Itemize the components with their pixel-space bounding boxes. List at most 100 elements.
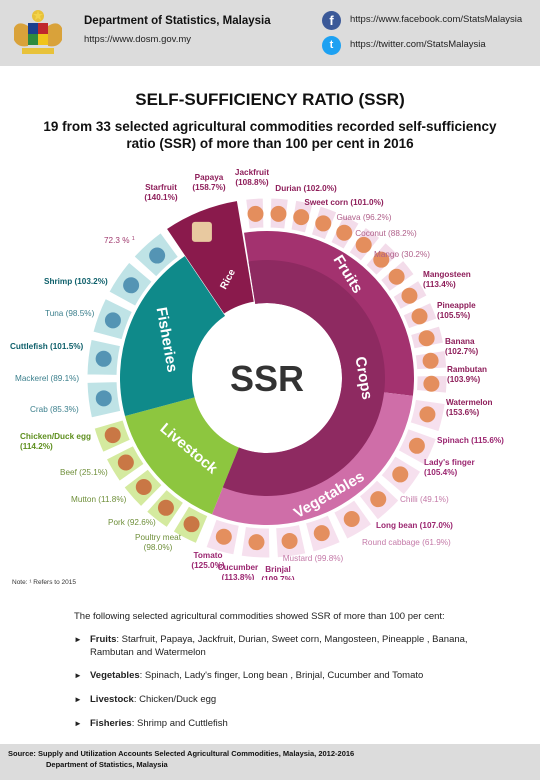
fruits-label-name: Rambutan [447, 365, 487, 374]
vegetables-label-name: Lady's finger [424, 458, 475, 467]
vegetables-item-icon [370, 491, 387, 508]
livestock-item-icon [135, 479, 152, 496]
fruits-label-item: Mangosteen(113.4%) [423, 270, 471, 289]
ssr-wheel: SSRFruitsCropsVegetablesLivestockFisheri… [10, 168, 504, 580]
fruits-item-icon [401, 287, 418, 304]
fruits-label-value: (103.9%) [447, 375, 480, 384]
summary-livestock: ► Livestock: Chicken/Duck egg [74, 694, 217, 705]
fruits-item-icon [422, 352, 439, 369]
fisheries-item-icon [95, 350, 112, 367]
livestock-item-icon [183, 516, 200, 533]
bullet-arrow-icon: ► [74, 671, 82, 680]
fruits-label-text: Sweet corn (101.0%) [304, 198, 383, 207]
vegetables-label-item: Long bean (107.0%) [376, 521, 453, 530]
coat-of-arms-logo [14, 10, 62, 54]
fruits-label-value: (108.8%) [235, 178, 268, 187]
fisheries-item-icon [123, 277, 140, 294]
summary-fisheries: ► Fisheries: Shrimp and Cuttlefish [74, 718, 228, 729]
livestock-label-item: Poultry meat(98.0%) [135, 533, 182, 552]
livestock-label-item: Pork (92.6%) [108, 518, 156, 527]
fruits-label-name: Banana [445, 337, 475, 346]
fisheries-label-text: Cuttlefish (101.5%) [10, 342, 84, 351]
fisheries-item-icon [149, 247, 166, 264]
rice-sector [165, 199, 255, 315]
fruits-label-name: Jackfruit [235, 168, 269, 177]
livestock-item-icon [157, 499, 174, 516]
fisheries-label-text: Tuna (98.5%) [45, 309, 95, 318]
fisheries-label-text: Shrimp (103.2%) [44, 277, 108, 286]
fruits-label-value: (140.1%) [144, 193, 177, 202]
vegetables-label-value: (125.0%) [191, 561, 224, 570]
vegetables-label-name: Cucumber [218, 563, 259, 572]
footer-bar: Source: Supply and Utilization Accounts … [0, 744, 540, 780]
fruits-label-item: Banana(102.7%) [445, 337, 478, 356]
bullet-arrow-icon: ► [74, 695, 82, 704]
twitter-link[interactable]: https://twitter.com/StatsMalaysia [350, 39, 486, 50]
vegetables-label-name: Tomato [194, 551, 223, 560]
vegetables-item-icon [343, 511, 360, 528]
website-link[interactable]: https://www.dosm.gov.my [84, 34, 191, 45]
summary-fruits: ► Fruits: Starfruit, Papaya, Jackfruit, … [74, 634, 468, 658]
livestock-item-icon [104, 427, 121, 444]
fruits-item-icon [355, 236, 372, 253]
facebook-icon[interactable]: f [322, 11, 341, 30]
vegetables-label-item: Chilli (49.1%) [400, 495, 449, 504]
fruits-item-icon [373, 251, 390, 268]
vegetables-label-text: Mustard (99.8%) [283, 554, 344, 563]
fisheries-label-item: Crab (85.3%) [30, 405, 79, 414]
vegetables-label-text: Chilli (49.1%) [400, 495, 449, 504]
facebook-link[interactable]: https://www.facebook.com/StatsMalaysia [350, 14, 523, 25]
fisheries-sector [120, 256, 226, 417]
livestock-label-text: Beef (25.1%) [60, 468, 108, 477]
livestock-label-item: Mutton (11.8%) [71, 495, 127, 504]
vegetables-label-item: Round cabbage (61.9%) [362, 538, 451, 547]
fruits-label-item: Starfruit(140.1%) [144, 183, 177, 202]
livestock-label-text: Pork (92.6%) [108, 518, 156, 527]
bullet-arrow-icon: ► [74, 719, 82, 728]
vegetables-item-icon [281, 532, 298, 549]
fruits-label-item: Papaya(158.7%) [192, 173, 225, 192]
vegetables-item-icon [408, 437, 425, 454]
vegetables-item-icon [248, 534, 265, 551]
bullet-arrow-icon: ► [74, 635, 82, 644]
fruits-label-item: Coconut (88.2%) [355, 229, 417, 238]
vegetables-label-item: Cucumber(113.8%) [218, 563, 259, 580]
vegetables-label-text: Spinach (115.6%) [437, 436, 504, 445]
vegetables-label-item: Lady's finger(105.4%) [424, 458, 475, 477]
footnote: Note: ¹ Refers to 2015 [12, 579, 76, 586]
fruits-label-item: Durian (102.0%) [275, 184, 337, 193]
vegetables-label-text: Long bean (107.0%) [376, 521, 453, 530]
fisheries-label-item: Tuna (98.5%) [45, 309, 95, 318]
header-bar: Department of Statistics, Malaysia https… [0, 0, 540, 66]
fruits-label-name: Mangosteen [423, 270, 471, 279]
fruits-item-icon [293, 209, 310, 226]
fruits-item-icon [270, 205, 287, 222]
twitter-icon[interactable]: t [322, 36, 341, 55]
fruits-item-icon [418, 330, 435, 347]
summary-vegetables: ► Vegetables: Spinach, Lady's finger, Lo… [74, 670, 424, 681]
vegetables-label-value: (105.4%) [424, 468, 457, 477]
vegetables-label-item: Mustard (99.8%) [283, 554, 344, 563]
fruits-label-item: Mango (30.2%) [374, 250, 430, 259]
page-subtitle: 19 from 33 selected agricultural commodi… [43, 119, 497, 151]
fruits-item-icon [388, 268, 405, 285]
livestock-label-item: Chicken/Duck egg(114.2%) [20, 432, 91, 451]
fruits-item-icon [336, 224, 353, 241]
fruits-label-item: Rambutan(103.9%) [447, 365, 487, 384]
livestock-label-item: Beef (25.1%) [60, 468, 108, 477]
vegetables-label-item: Spinach (115.6%) [437, 436, 504, 445]
fruits-label-value: (105.5%) [437, 311, 470, 320]
fruits-label-text: Durian (102.0%) [275, 184, 337, 193]
fruits-label-item: Pineapple(105.5%) [437, 301, 476, 320]
summary-intro: The following selected agricultural comm… [74, 611, 445, 622]
fruits-label-value: (153.6%) [446, 408, 479, 417]
fruits-label-value: (102.7%) [445, 347, 478, 356]
crops-inner-band [222, 260, 386, 496]
fisheries-item-icon [95, 390, 112, 407]
fruits-item-icon [423, 375, 440, 392]
department-name: Department of Statistics, Malaysia [84, 15, 271, 27]
fruits-label-value: (158.7%) [192, 183, 225, 192]
fruits-label-item: Guava (96.2%) [336, 213, 391, 222]
fruits-item-icon [247, 205, 264, 222]
vegetables-item-icon [215, 528, 232, 545]
